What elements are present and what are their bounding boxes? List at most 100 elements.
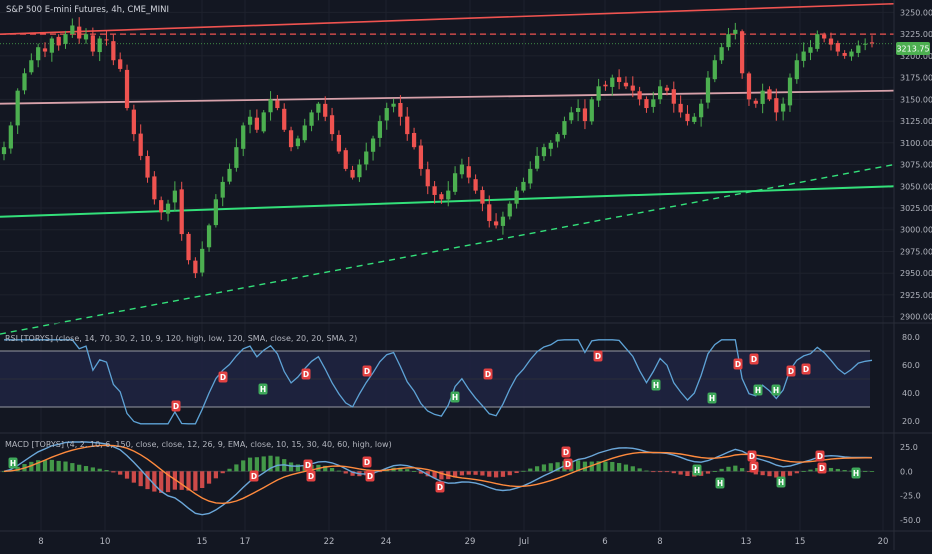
candle-body [357,164,362,178]
candle-body [22,73,27,91]
candle-body [767,89,772,100]
macd-histogram-bar [206,471,212,484]
price-tick-label: 2900.00 [900,313,932,322]
candle-body [145,156,150,178]
candle-body [97,38,102,53]
macd-histogram-bar [268,455,273,472]
candle-body [432,186,437,195]
candlestick-series [1,17,875,279]
macd-histogram-bar [15,466,20,472]
bullish-hidden-marker: H [694,466,700,475]
candle-body [446,190,451,200]
price-tick-label: 2975.00 [900,247,932,256]
bearish-divergence-marker: D [788,367,794,376]
bearish-divergence-marker-bg [483,368,493,380]
candle-body [726,34,731,48]
rsi-tick-label: 60.0 [902,361,920,370]
time-tick-label: 17 [240,537,251,547]
time-tick-label: 24 [381,537,392,547]
candle-body [541,147,547,157]
macd-histogram-bar [234,464,239,472]
candle-body [548,142,553,149]
candle-body [746,73,752,100]
bullish-hidden-marker: H [260,385,266,394]
macd-histogram-bar [801,471,806,472]
bearish-divergence-marker: D [817,452,823,461]
candle-body [193,260,198,274]
candle-body [493,221,499,226]
macd-histogram-bar [719,468,724,472]
bullish-hidden-marker: H [755,386,761,395]
macd-histogram-bar [589,461,594,472]
macd-histogram-bar [616,463,622,472]
bearish-divergence-marker-bg [786,365,796,377]
price-tick-label: 3050.00 [900,182,932,191]
rsi-label: RSI [TORYS] (close, 14, 70, 30, 2, 10, 9… [5,334,357,343]
resistance-trendline [0,2,895,35]
macd-histogram-bar [473,471,478,475]
macd-histogram-bar [815,468,820,472]
macd-histogram-bar [70,463,75,472]
candle-body [500,216,506,226]
bearish-divergence-marker-bg [749,461,759,473]
candle-body [104,39,109,41]
macd-histogram-bar [377,471,383,473]
time-tick-label: 15 [197,537,208,547]
bullish-hidden-marker: H [717,479,723,488]
candle-body [685,113,690,122]
macd-histogram-bar [528,468,533,472]
macd-histogram-bar [664,471,670,473]
candle-body [507,203,512,217]
trend-lines[interactable] [0,2,895,335]
macd-histogram-bar [213,471,218,479]
price-tick-label: 3200.00 [900,52,932,61]
macd-histogram-bar [247,457,253,472]
candle-body [8,125,13,149]
macd-histogram-bar [623,464,629,472]
macd-histogram-bar [165,471,171,493]
bearish-divergence-marker-bg [593,350,603,362]
candle-body [268,99,273,113]
macd-histogram-bar [323,465,328,472]
grid [0,0,894,531]
price-tick-label: 3075.00 [900,161,932,170]
time-tick-label: 13 [741,537,752,547]
time-tick-label: 6 [602,537,607,547]
bearish-divergence-marker-bg [306,470,316,482]
macd-tick-label: -25.0 [900,492,921,501]
candle-body [131,109,136,135]
candle-body [856,45,861,53]
candle-body [124,69,130,109]
time-tick-label: Jul [518,537,529,547]
macd-histogram-bar [63,461,68,472]
candle-body [787,77,793,106]
bullish-hidden-marker-bg [707,392,717,404]
candle-body [712,60,717,80]
macd-tick-label: 0.0 [900,467,913,476]
dashed-uptrend-line [0,163,895,335]
candle-body [835,43,840,52]
candle-body [658,86,663,100]
bearish-divergence-marker-bg [733,358,743,370]
macd-histogram-bar [507,471,512,476]
candle-body [206,225,212,248]
bullish-hidden-marker-bg [692,464,702,476]
bearish-divergence-marker: D [173,402,179,411]
candle-body [275,100,280,109]
bullish-hidden-marker-bg [851,467,861,479]
bullish-hidden-marker: H [10,459,16,468]
candle-body [213,199,218,226]
macd-tick-label: 25.0 [900,443,918,452]
macd-histogram-bar [774,471,779,478]
candle-body [247,116,253,125]
bearish-divergence-marker-bg [435,481,445,493]
price-tick-label: 3125.00 [900,117,932,126]
candle-body [740,31,745,74]
candle-body [329,115,335,135]
candle-body [774,98,779,113]
bullish-hidden-marker: H [452,393,458,402]
macd-histogram-bar [200,471,205,488]
macd-histogram-bar [630,466,635,472]
